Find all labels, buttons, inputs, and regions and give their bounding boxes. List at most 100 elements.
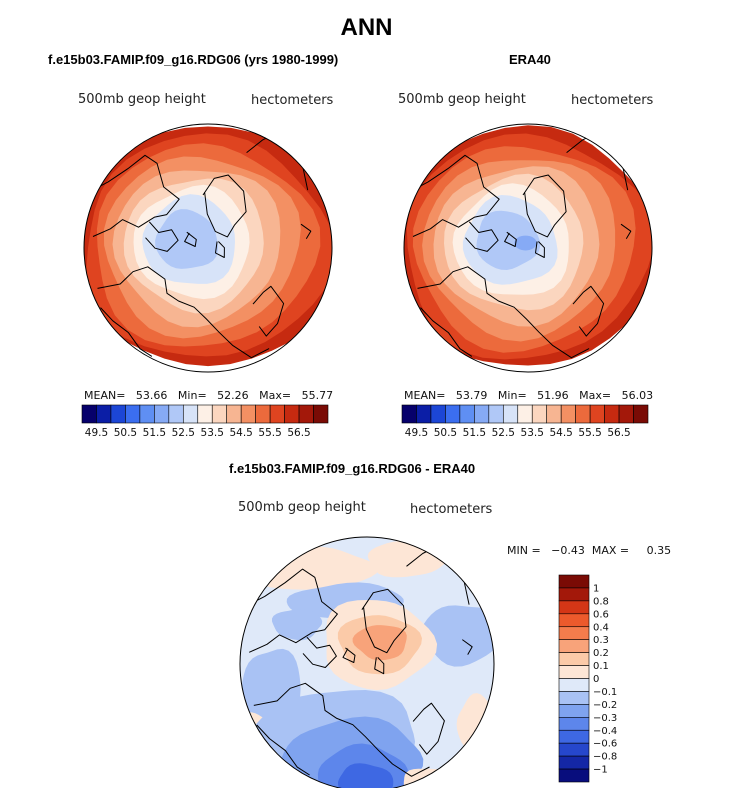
coastline (215, 241, 225, 258)
colorbar-tick-label: −0.3 (593, 713, 617, 724)
colorbar-box (558, 717, 590, 731)
colorbar-box (284, 404, 300, 424)
max-value: 56.03 (621, 389, 654, 402)
colorbar-box (589, 404, 605, 424)
colorbar-tick-label: 1 (593, 583, 599, 594)
colorbar-tick-label: −0.1 (593, 687, 617, 698)
map-difference-field (240, 537, 494, 788)
colorbar-box (459, 404, 475, 424)
colorbar-box (558, 691, 590, 705)
colorbar-tick-label: −0.8 (593, 752, 617, 763)
colorbar-box (139, 404, 155, 424)
colorbar-box (197, 404, 213, 424)
panel-3-minmax: MIN = −0.43 MAX = 0.35 (507, 544, 672, 557)
colorbar-box (517, 404, 533, 424)
colorbar-tick-label: −0.4 (593, 726, 617, 737)
colorbar-tick-label: 50.5 (114, 427, 137, 439)
map-difference (239, 536, 495, 788)
colorbar-box (81, 404, 97, 424)
colorbar-tick-label: 54.5 (549, 427, 572, 439)
mean-label: MEAN= (84, 389, 126, 402)
figure-title: ANN (340, 14, 393, 41)
colorbar-box (558, 768, 590, 783)
max-label: Max= (579, 389, 612, 402)
colorbar-box (531, 404, 548, 424)
colorbar-era40: 49.5 50.5 51.5 52.5 53.5 54.5 55.5 56.5 (401, 404, 649, 439)
colorbar-box (401, 404, 417, 424)
colorbar-box (168, 404, 184, 424)
colorbar-box (558, 600, 590, 615)
panel-3-title: f.e15b03.FAMIP.f09_g16.RDG06 - ERA40 (229, 461, 476, 476)
colorbar-box (558, 729, 590, 744)
coastline (535, 241, 545, 258)
colorbar-tick-label: 53.5 (521, 427, 544, 439)
colorbar-box (558, 574, 590, 589)
mean-label: MEAN= (404, 389, 446, 402)
colorbar-box (558, 665, 590, 679)
colorbar-box (416, 404, 432, 424)
colorbar-box (558, 626, 590, 640)
colorbar-box (618, 404, 634, 424)
coastline (620, 223, 632, 240)
colorbar-tick-label: −0.2 (593, 700, 617, 711)
colorbar-box (558, 704, 590, 718)
coastline (184, 231, 197, 247)
panel-2-units-label: hectometers (571, 93, 654, 108)
coastline (462, 639, 473, 655)
coastline (85, 154, 180, 237)
coastline (202, 174, 247, 238)
colorbar-box (226, 404, 242, 424)
colorbar-box (558, 755, 590, 770)
min-value: 51.96 (537, 389, 569, 402)
colorbar-box (546, 404, 562, 424)
coastline (302, 636, 337, 668)
panel-1-units-label: hectometers (251, 93, 334, 108)
colorbar-difference: 1 0.8 0.6 0.4 0.3 0.2 0.1 0 −0.1 −0.2 −0.3 −0.4 −0.6… (558, 574, 617, 783)
colorbar-tick-label: 52.5 (172, 427, 195, 439)
colorbar-box (604, 404, 620, 424)
mean-value: 53.79 (455, 389, 488, 402)
colorbar-box (558, 742, 590, 757)
colorbar-tick-label: 56.5 (287, 427, 310, 439)
colorbar-tick-label: −0.6 (593, 739, 617, 750)
colorbar-tick-label: 0.3 (593, 635, 609, 646)
colorbar-box (269, 404, 285, 424)
colorbar-box (502, 404, 519, 424)
map-era40-field (404, 125, 652, 366)
colorbar-box (558, 587, 590, 602)
colorbar-box (110, 404, 126, 424)
panel-1-title: f.e15b03.FAMIP.f09_g16.RDG06 (yrs 1980-1… (48, 52, 339, 67)
min-value: 52.26 (217, 389, 249, 402)
colorbar-box (96, 404, 112, 424)
panel-1-stats: MEAN= 53.66 Min= 52.26 Max= 55.77 (84, 389, 333, 402)
colorbar-tick-label: 51.5 (463, 427, 486, 439)
colorbar-box (313, 404, 329, 424)
colorbar-box (488, 404, 504, 424)
colorbar-box (558, 652, 590, 666)
colorbar-box (558, 678, 590, 692)
colorbar-box (154, 404, 170, 424)
map-model-field (84, 126, 332, 367)
colorbar-tick-label: 55.5 (578, 427, 601, 439)
colorbar-tick-label: 0.2 (593, 648, 609, 659)
coastline (361, 588, 407, 654)
coastline (300, 223, 312, 240)
coastline (241, 568, 338, 653)
diff-patch (272, 609, 323, 641)
colorbar-box (474, 404, 490, 424)
coastline (572, 285, 605, 337)
min-label: Min= (497, 389, 527, 402)
coastline (504, 231, 517, 247)
coastline (252, 285, 285, 337)
colorbar-box (298, 404, 314, 424)
colorbar-box (560, 404, 576, 424)
coastline (97, 266, 270, 359)
colorbar-tick-label: 49.5 (85, 427, 108, 439)
colorbar-tick-label: 0.4 (593, 622, 609, 633)
panel-1-variable-label: 500mb geop height (78, 92, 206, 107)
coastline (256, 724, 310, 776)
height-band (476, 210, 541, 270)
diff-patch (338, 763, 394, 788)
min-label: Min= (177, 389, 207, 402)
colorbar-box (633, 404, 649, 424)
